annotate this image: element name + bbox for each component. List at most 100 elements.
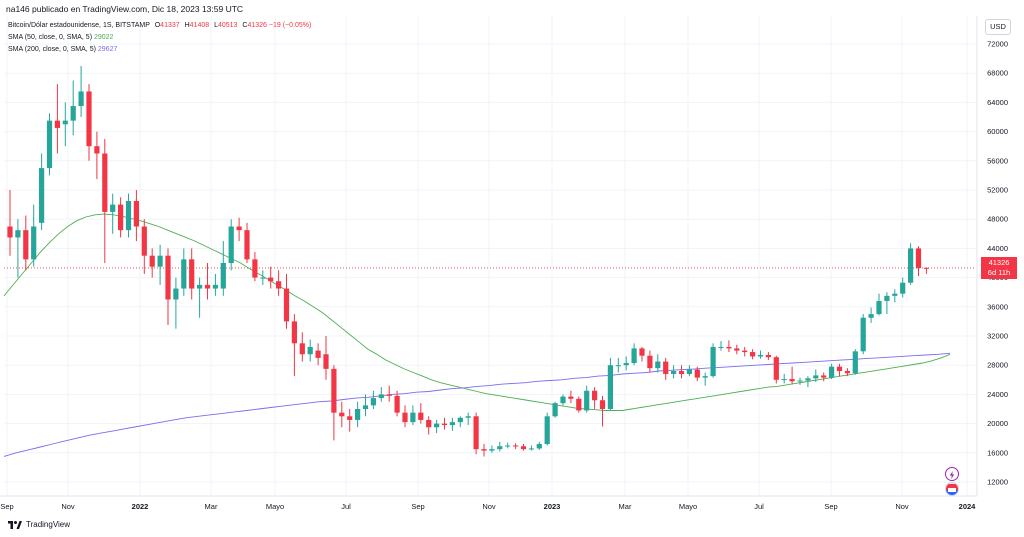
candle xyxy=(805,376,811,388)
x-tick-label: Sep xyxy=(411,502,424,511)
candle-body xyxy=(70,106,76,121)
candle-body xyxy=(362,405,369,409)
candle xyxy=(212,273,218,296)
candle xyxy=(70,80,76,136)
candle-body xyxy=(868,314,874,318)
sma50-label: SMA (50, close, 0, SMA, 5) xyxy=(8,34,93,41)
candle-body xyxy=(923,267,929,269)
candle-body xyxy=(900,282,906,294)
close-value: 41326 xyxy=(247,22,267,29)
y-tick-label: 32000 xyxy=(987,332,1008,341)
candle-body xyxy=(78,91,84,107)
candle xyxy=(31,204,37,267)
candle-body xyxy=(742,350,748,353)
candle-body xyxy=(347,416,353,420)
candle xyxy=(315,343,321,366)
currency-selector[interactable]: USD xyxy=(985,19,1011,35)
candle-body xyxy=(141,226,147,256)
candle-body xyxy=(244,230,250,260)
candle xyxy=(141,219,147,274)
candle-body xyxy=(157,255,163,267)
candle xyxy=(283,273,290,329)
candle-body xyxy=(441,423,448,426)
candle-body xyxy=(268,277,274,282)
candle-body xyxy=(299,343,305,355)
candle xyxy=(370,390,376,409)
candle xyxy=(15,219,21,278)
candle xyxy=(402,405,408,428)
candle-body xyxy=(671,371,677,374)
y-tick-label: 16000 xyxy=(987,448,1008,457)
candle xyxy=(797,377,803,385)
sma50-legend-row[interactable]: SMA (50, close, 0, SMA, 5) 29022 xyxy=(8,32,311,44)
candle-body xyxy=(592,390,598,401)
y-tick-label: 72000 xyxy=(987,40,1008,49)
x-tick-label: Mar xyxy=(205,502,218,511)
candle xyxy=(386,385,392,402)
candle xyxy=(307,339,313,362)
tradingview-brand[interactable]: TradingView xyxy=(8,520,70,529)
candle xyxy=(441,417,448,430)
symbol-legend-row[interactable]: Bitcoin/Dólar estadounidense, 1S, BITSTA… xyxy=(8,20,311,32)
candle-body xyxy=(528,448,534,450)
candle-body xyxy=(639,348,645,356)
candle-body xyxy=(331,368,337,413)
candle xyxy=(623,356,629,371)
published-caption: na146 publicado en TradingView.com, Dic … xyxy=(6,4,244,14)
candle-body xyxy=(836,366,843,372)
candle-body xyxy=(54,120,60,128)
candle-body xyxy=(228,226,234,263)
low-value: 40513 xyxy=(217,22,238,29)
candle-body xyxy=(663,361,669,374)
lightning-icon[interactable] xyxy=(945,467,959,481)
candle xyxy=(157,244,163,285)
candle-body xyxy=(283,288,290,322)
candle xyxy=(710,343,716,378)
symbol-title: Bitcoin/Dólar estadounidense, 1S, BITSTA… xyxy=(8,22,150,29)
candle-body xyxy=(678,371,685,374)
candle xyxy=(892,289,898,303)
candle-body xyxy=(410,412,416,423)
candle-body xyxy=(355,409,361,420)
candle xyxy=(908,243,914,285)
candle xyxy=(552,401,558,418)
y-tick-label: 24000 xyxy=(987,390,1008,399)
candle-body xyxy=(892,293,898,296)
candle xyxy=(220,241,226,296)
bar-countdown: 6d 11h xyxy=(987,267,1011,277)
flag-event-icon[interactable] xyxy=(945,482,959,496)
candle xyxy=(876,293,882,316)
candle-body xyxy=(884,295,890,301)
candle xyxy=(434,419,440,434)
y-tick-label: 68000 xyxy=(987,69,1008,78)
candle xyxy=(639,346,645,362)
candle-body xyxy=(378,394,384,399)
header-bar: na146 publicado en TradingView.com, Dic … xyxy=(0,0,1024,16)
candle xyxy=(900,277,906,298)
candle-body xyxy=(908,248,914,283)
x-tick-label: Jul xyxy=(754,502,764,511)
chart-legend: Bitcoin/Dólar estadounidense, 1S, BITSTA… xyxy=(8,20,311,56)
candle xyxy=(481,444,487,457)
change-value: −19 (−0.05%) xyxy=(268,22,312,29)
x-tick-label: Mayo xyxy=(266,502,284,511)
candle xyxy=(750,349,756,360)
sma200-legend-row[interactable]: SMA (200, close, 0, SMA, 5) 29627 xyxy=(8,44,311,56)
candle xyxy=(457,416,463,428)
candle-body xyxy=(457,417,463,423)
candle-body xyxy=(536,444,542,449)
x-tick-label: Mayo xyxy=(679,502,697,511)
candle-body xyxy=(86,91,92,147)
candle xyxy=(560,394,566,406)
candle xyxy=(568,390,574,404)
candle xyxy=(62,102,68,147)
candle xyxy=(757,350,764,359)
candle-body xyxy=(418,412,424,420)
candle xyxy=(7,190,13,256)
candle-body xyxy=(821,375,827,378)
x-tick-label: Nov xyxy=(61,502,75,511)
candle-body xyxy=(394,395,400,413)
candle xyxy=(773,355,779,384)
candle xyxy=(473,412,479,455)
